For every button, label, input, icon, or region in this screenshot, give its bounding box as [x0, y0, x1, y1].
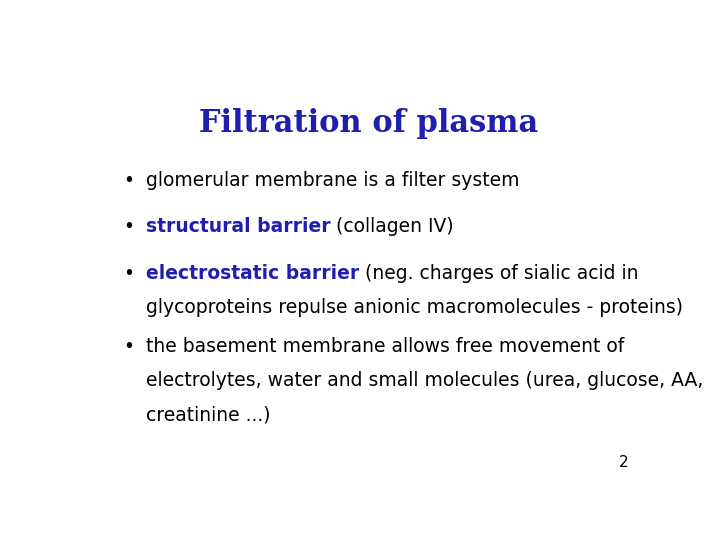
Text: (neg. charges of sialic acid in: (neg. charges of sialic acid in — [359, 265, 639, 284]
Text: •: • — [124, 217, 135, 235]
Text: structural barrier: structural barrier — [145, 217, 330, 235]
Text: glycoproteins repulse anionic macromolecules - proteins): glycoproteins repulse anionic macromolec… — [145, 299, 683, 318]
Text: electrolytes, water and small molecules (urea, glucose, AA,: electrolytes, water and small molecules … — [145, 371, 703, 390]
Text: the basement membrane allows free movement of: the basement membrane allows free moveme… — [145, 337, 624, 356]
Text: 2: 2 — [619, 455, 629, 470]
Text: •: • — [124, 265, 135, 284]
Text: glomerular membrane is a filter system: glomerular membrane is a filter system — [145, 171, 519, 190]
Text: •: • — [124, 337, 135, 356]
Text: electrostatic barrier: electrostatic barrier — [145, 265, 359, 284]
Text: creatinine ...): creatinine ...) — [145, 406, 270, 424]
Text: (collagen IV): (collagen IV) — [330, 217, 454, 235]
Text: •: • — [124, 171, 135, 190]
Text: Filtration of plasma: Filtration of plasma — [199, 109, 539, 139]
